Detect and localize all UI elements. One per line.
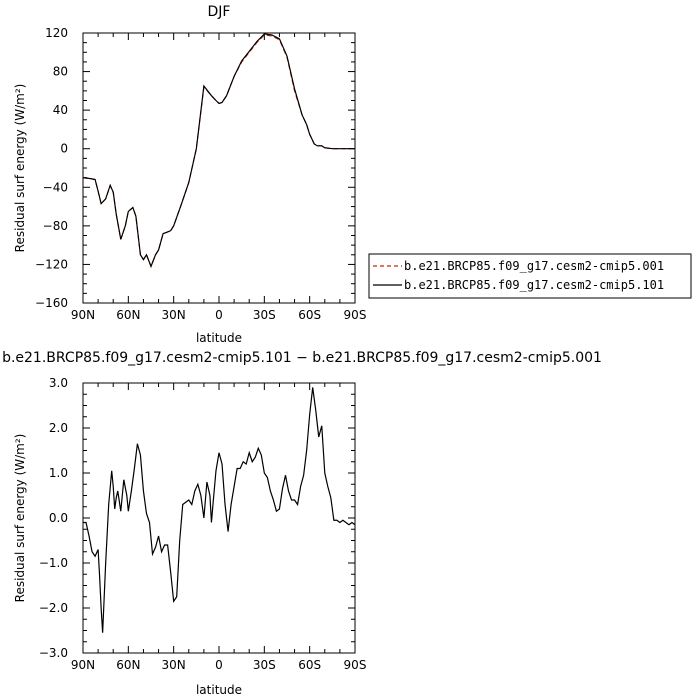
x-tick-label: 90S (344, 308, 367, 322)
y-tick-label: −1.0 (39, 556, 68, 570)
x-tick-label: 30S (253, 658, 276, 672)
x-tick-label: 60N (116, 658, 140, 672)
chart-title: DJF (208, 4, 231, 20)
x-tick-label: 60S (298, 308, 321, 322)
x-tick-label: 60N (116, 308, 140, 322)
y-tick-label: 120 (45, 26, 68, 40)
x-tick-label: 90S (344, 658, 367, 672)
y-tick-label: −2.0 (39, 601, 68, 615)
x-tick-label: 0 (215, 658, 223, 672)
y-tick-label: −80 (43, 219, 68, 233)
chart-panel-2: 90N 60N 30N 0 30S 60S 90S −3.0 −2.0 −1.0 0.0 1.0 2.0… (2, 350, 602, 697)
y-tick-label: 0 (60, 142, 68, 156)
legend-label: b.e21.BRCP85.f09_g17.cesm2-cmip5.101 (404, 278, 664, 292)
y-tick-label: 40 (53, 103, 68, 117)
x-tick-label: 30N (162, 658, 186, 672)
y-tick-label: −3.0 (39, 646, 68, 660)
series-line-2 (83, 33, 355, 269)
y-tick-label: 0.0 (49, 511, 68, 525)
y-tick-label: 2.0 (49, 421, 68, 435)
x-tick-label: 30S (253, 308, 276, 322)
chart-title: b.e21.BRCP85.f09_g17.cesm2-cmip5.101 − b… (2, 350, 602, 366)
chart-panel-1: 90N 60N 30N 0 30S 60S 90S −160 −120 −80 −40 0 40 80 12… (13, 4, 366, 345)
x-tick-label: 90N (71, 658, 95, 672)
plot-frame (82, 32, 356, 304)
y-tick-label: −160 (35, 296, 68, 310)
y-axis-title: Residual surf energy (W/m²) (13, 84, 27, 253)
x-axis-title: latitude (196, 683, 242, 697)
x-tick-label: 90N (71, 308, 95, 322)
x-tick-label: 0 (215, 308, 223, 322)
y-tick-label: 80 (53, 65, 68, 79)
x-axis-title: latitude (196, 331, 242, 345)
y-tick-label: −40 (43, 180, 68, 194)
y-tick-label: −120 (35, 257, 68, 271)
plot-frame (82, 382, 356, 654)
legend: b.e21.BRCP85.f09_g17.cesm2-cmip5.001 b.e2… (368, 253, 692, 299)
x-tick-label: 30N (162, 308, 186, 322)
legend-label: b.e21.BRCP85.f09_g17.cesm2-cmip5.001 (404, 259, 664, 273)
x-tick-label: 60S (298, 658, 321, 672)
y-tick-label: 1.0 (49, 466, 68, 480)
legend-box (368, 253, 692, 299)
series-line-1 (83, 387, 355, 633)
y-axis-title: Residual surf energy (W/m²) (13, 434, 27, 603)
y-tick-label: 3.0 (49, 376, 68, 390)
